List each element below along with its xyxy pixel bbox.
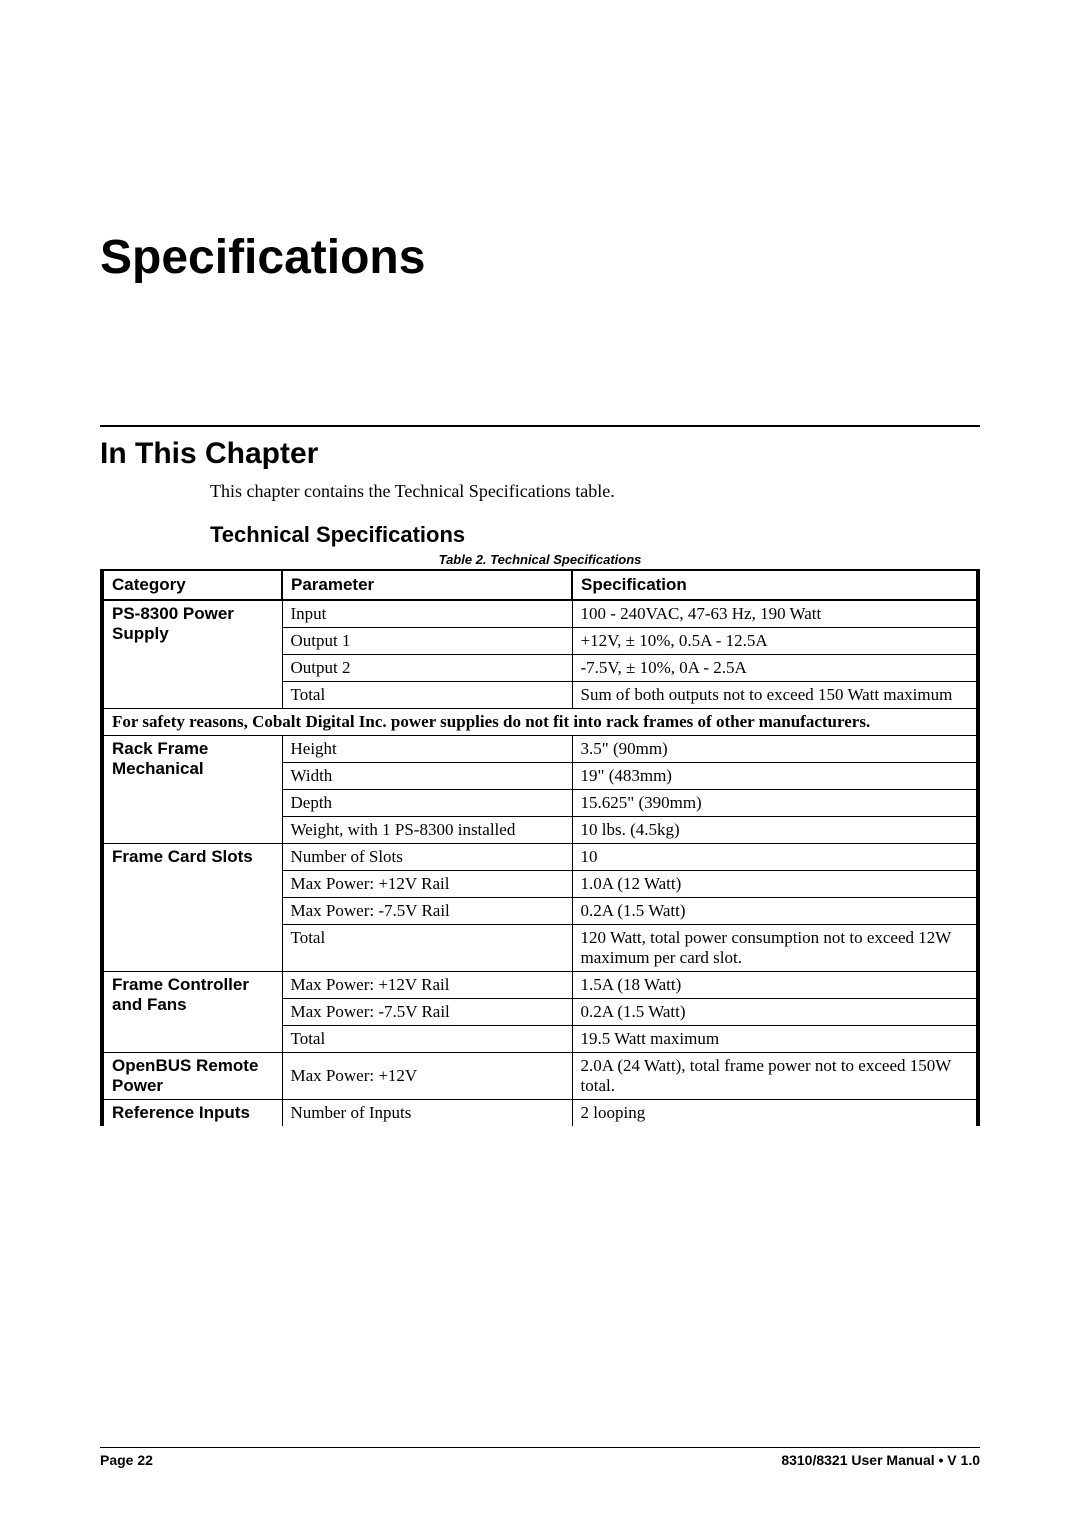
table-caption: Table 2. Technical Specifications	[100, 552, 980, 567]
cell-param: Number of Slots	[282, 844, 572, 871]
cell-param: Max Power: +12V Rail	[282, 972, 572, 999]
cell-value: -7.5V, ± 10%, 0A - 2.5A	[572, 655, 978, 682]
cell-param: Total	[282, 1026, 572, 1053]
cell-param: Weight, with 1 PS-8300 installed	[282, 817, 572, 844]
category-openbus: OpenBUS Remote Power	[102, 1053, 282, 1100]
footer-manual: 8310/8321 User Manual • V 1.0	[781, 1452, 980, 1468]
cell-value: 10 lbs. (4.5kg)	[572, 817, 978, 844]
chapter-title: In This Chapter	[100, 437, 980, 471]
table-row: Rack Frame Mechanical Height 3.5" (90mm)	[102, 736, 978, 763]
col-parameter: Parameter	[282, 570, 572, 600]
chapter-description: This chapter contains the Technical Spec…	[210, 481, 980, 502]
cell-param: Number of Inputs	[282, 1100, 572, 1127]
cell-value: 3.5" (90mm)	[572, 736, 978, 763]
safety-note: For safety reasons, Cobalt Digital Inc. …	[102, 709, 978, 736]
cell-param: Output 1	[282, 628, 572, 655]
category-reference: Reference Inputs	[102, 1100, 282, 1127]
cell-param: Max Power: -7.5V Rail	[282, 999, 572, 1026]
table-row: Frame Controller and Fans Max Power: +12…	[102, 972, 978, 999]
cell-value: 19.5 Watt maximum	[572, 1026, 978, 1053]
cell-param: Max Power: -7.5V Rail	[282, 898, 572, 925]
cell-value: Sum of both outputs not to exceed 150 Wa…	[572, 682, 978, 709]
cell-value: +12V, ± 10%, 0.5A - 12.5A	[572, 628, 978, 655]
category-mechanical: Rack Frame Mechanical	[102, 736, 282, 844]
table-row: Frame Card Slots Number of Slots 10	[102, 844, 978, 871]
divider	[100, 425, 980, 427]
cell-value: 15.625" (390mm)	[572, 790, 978, 817]
cell-value: 2.0A (24 Watt), total frame power not to…	[572, 1053, 978, 1100]
category-ps8300: PS-8300 Power Supply	[102, 600, 282, 709]
table-row: PS-8300 Power Supply Input 100 - 240VAC,…	[102, 600, 978, 628]
cell-param: Max Power: +12V Rail	[282, 871, 572, 898]
cell-param: Width	[282, 763, 572, 790]
table-row: Reference Inputs Number of Inputs 2 loop…	[102, 1100, 978, 1127]
category-controller: Frame Controller and Fans	[102, 972, 282, 1053]
cell-param: Output 2	[282, 655, 572, 682]
spec-table: Category Parameter Specification PS-8300…	[100, 569, 980, 1126]
table-header-row: Category Parameter Specification	[102, 570, 978, 600]
cell-param: Input	[282, 600, 572, 628]
main-title: Specifications	[100, 230, 980, 285]
cell-value: 1.5A (18 Watt)	[572, 972, 978, 999]
cell-param: Total	[282, 682, 572, 709]
cell-value: 120 Watt, total power consumption not to…	[572, 925, 978, 972]
col-specification: Specification	[572, 570, 978, 600]
cell-value: 19" (483mm)	[572, 763, 978, 790]
cell-param: Depth	[282, 790, 572, 817]
page-footer: Page 22 8310/8321 User Manual • V 1.0	[100, 1447, 980, 1468]
cell-value: 0.2A (1.5 Watt)	[572, 999, 978, 1026]
table-row: OpenBUS Remote Power Max Power: +12V 2.0…	[102, 1053, 978, 1100]
col-category: Category	[102, 570, 282, 600]
subheading-tech-specs: Technical Specifications	[210, 522, 980, 548]
cell-param: Height	[282, 736, 572, 763]
cell-value: 100 - 240VAC, 47-63 Hz, 190 Watt	[572, 600, 978, 628]
cell-value: 1.0A (12 Watt)	[572, 871, 978, 898]
cell-param: Total	[282, 925, 572, 972]
table-row-note: For safety reasons, Cobalt Digital Inc. …	[102, 709, 978, 736]
cell-param: Max Power: +12V	[282, 1053, 572, 1100]
cell-value: 0.2A (1.5 Watt)	[572, 898, 978, 925]
cell-value: 10	[572, 844, 978, 871]
cell-value: 2 looping	[572, 1100, 978, 1127]
category-slots: Frame Card Slots	[102, 844, 282, 972]
footer-page: Page 22	[100, 1452, 153, 1468]
